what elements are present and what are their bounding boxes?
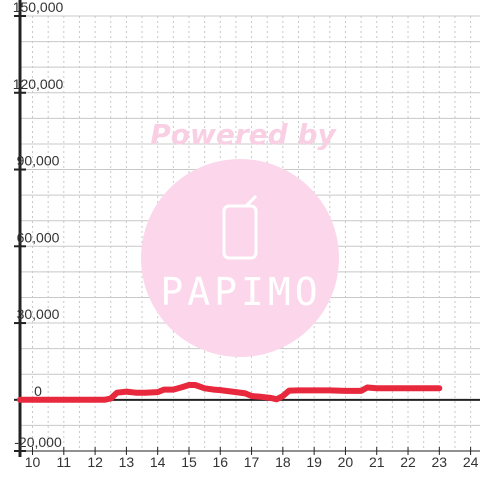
x-tick-label: 10 xyxy=(25,454,41,470)
grid xyxy=(20,15,480,452)
watermark-logo-text: PAPIMO xyxy=(160,270,321,314)
x-tick-label: 21 xyxy=(369,454,385,470)
y-tick-label: -20,000 xyxy=(14,434,62,450)
y-tick-label: 120,000 xyxy=(13,76,64,92)
x-tick-label: 23 xyxy=(432,454,448,470)
x-tick-label: 14 xyxy=(150,454,166,470)
y-tick-label: 30,000 xyxy=(17,306,60,322)
y-tick-label: 60,000 xyxy=(17,229,60,245)
y-tick-label: 150,000 xyxy=(13,0,64,15)
x-tick-label: 12 xyxy=(87,454,103,470)
x-tick-label: 19 xyxy=(306,454,322,470)
tick-labels: -20,000 0 30,000 60,000 90,000 120,000 150,000… xyxy=(13,0,479,470)
x-tick-label: 18 xyxy=(275,454,291,470)
watermark-text: Powered by xyxy=(150,118,337,151)
series-layer xyxy=(17,382,443,403)
watermark-phone-notch xyxy=(244,194,258,208)
x-tick-label: 24 xyxy=(463,454,479,470)
x-tick-label: 16 xyxy=(212,454,228,470)
x-tick-label: 20 xyxy=(338,454,354,470)
y-tick-label: 90,000 xyxy=(17,153,60,169)
x-tick-label: 17 xyxy=(244,454,260,470)
watermark-phone-icon xyxy=(222,204,258,260)
y-tick-label: 0 xyxy=(34,383,42,399)
x-tick-label: 11 xyxy=(57,454,72,470)
x-tick-label: 15 xyxy=(181,454,197,470)
x-tick-label: 13 xyxy=(119,454,135,470)
watermark: Powered by PAPIMO xyxy=(141,118,339,357)
x-tick-label: 22 xyxy=(400,454,416,470)
series-line xyxy=(17,382,443,403)
